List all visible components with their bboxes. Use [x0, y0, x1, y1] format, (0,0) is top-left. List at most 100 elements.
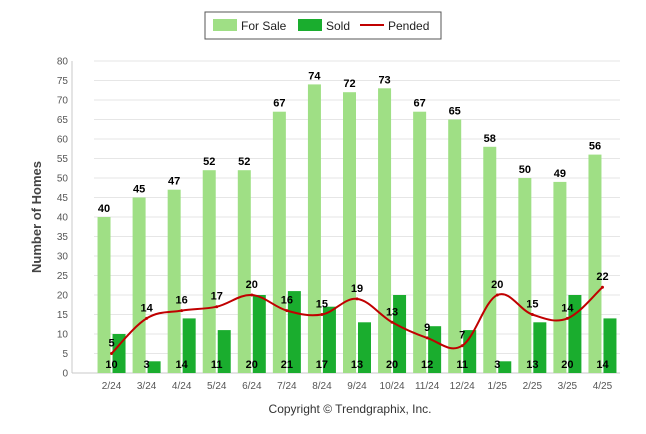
pended-value-label: 14 — [561, 302, 574, 314]
for-sale-value-label: 67 — [273, 98, 285, 110]
copyright-credit: Copyright © Trendgraphix, Inc. — [269, 402, 432, 416]
sold-bar — [603, 318, 617, 373]
pended-value-label: 14 — [140, 302, 153, 314]
sold-value-label: 17 — [316, 359, 328, 371]
y-tick-label: 10 — [57, 330, 69, 341]
y-tick-label: 30 — [57, 252, 69, 263]
pended-point — [145, 316, 149, 320]
sold-value-label: 10 — [105, 359, 117, 371]
sold-value-label: 20 — [246, 359, 258, 371]
legend: For Sale Sold Pended — [204, 11, 442, 40]
for-sale-bar — [553, 181, 567, 373]
for-sale-bar — [588, 154, 602, 373]
y-tick-label: 80 — [57, 57, 69, 68]
for-sale-bar — [483, 146, 497, 373]
sold-bar — [322, 306, 336, 373]
y-tick-label: 70 — [57, 96, 69, 107]
pended-point — [215, 305, 219, 309]
for-sale-value-label: 47 — [168, 176, 180, 188]
for-sale-value-label: 56 — [589, 141, 601, 153]
pended-value-label: 22 — [596, 271, 608, 283]
sold-bar — [112, 334, 126, 373]
sold-bar — [358, 322, 371, 373]
pended-point — [425, 336, 429, 340]
for-sale-value-label: 52 — [203, 156, 215, 168]
sold-bar — [393, 295, 407, 373]
y-tick-label: 15 — [57, 310, 69, 321]
x-tick-label: 10/24 — [380, 381, 405, 392]
pended-value-label: 7 — [459, 330, 465, 342]
for-sale-value-label: 52 — [238, 156, 250, 168]
pended-value-label: 16 — [176, 295, 188, 307]
legend-swatch-for-sale — [213, 19, 237, 31]
pended-point — [320, 313, 324, 316]
pended-value-label: 16 — [281, 295, 293, 307]
y-tick-label: 65 — [57, 115, 69, 126]
for-sale-bar — [167, 189, 181, 373]
pended-value-label: 17 — [211, 291, 223, 303]
y-tick-label: 45 — [57, 193, 69, 204]
pended-point — [495, 293, 499, 297]
pended-value-label: 19 — [351, 283, 363, 295]
pended-point — [600, 285, 604, 289]
for-sale-bar — [237, 170, 251, 373]
x-tick-label: 8/24 — [312, 381, 332, 392]
for-sale-bar — [202, 170, 216, 373]
legend-label-pended: Pended — [388, 19, 429, 33]
legend-swatch-sold — [298, 19, 322, 31]
pended-value-label: 5 — [108, 338, 114, 350]
pended-value-label: 20 — [491, 279, 503, 291]
y-tick-label: 20 — [57, 291, 69, 302]
sold-value-label: 20 — [386, 359, 398, 371]
pended-point — [390, 320, 394, 324]
for-sale-bar — [132, 197, 146, 373]
legend-box — [204, 11, 442, 40]
sold-value-label: 3 — [494, 359, 500, 371]
x-tick-label: 2/24 — [102, 381, 122, 392]
y-tick-label: 40 — [57, 213, 69, 224]
x-tick-label: 4/25 — [593, 381, 613, 392]
for-sale-value-label: 58 — [484, 133, 496, 145]
sold-value-label: 13 — [526, 359, 538, 371]
for-sale-value-label: 67 — [414, 98, 426, 110]
x-tick-label: 7/24 — [277, 381, 297, 392]
pended-point — [565, 316, 569, 320]
sold-value-label: 14 — [596, 359, 609, 371]
pended-point — [250, 293, 254, 297]
legend-label-sold: Sold — [326, 19, 350, 33]
for-sale-bar — [272, 111, 286, 373]
sold-bar — [182, 318, 196, 373]
pended-value-label: 15 — [316, 299, 328, 311]
sold-value-label: 11 — [211, 359, 223, 371]
sold-value-label: 12 — [421, 359, 433, 371]
legend-label-for-sale: For Sale — [241, 19, 287, 33]
for-sale-bar — [97, 217, 111, 373]
for-sale-bar — [448, 119, 462, 373]
for-sale-value-label: 74 — [308, 70, 321, 82]
bars — [97, 84, 617, 374]
x-tick-label: 6/24 — [242, 381, 262, 392]
sold-bar — [533, 322, 547, 373]
y-tick-label: 50 — [57, 174, 69, 185]
for-sale-bar — [343, 92, 356, 373]
y-tick-label: 55 — [57, 154, 69, 165]
for-sale-bar — [307, 84, 321, 374]
for-sale-value-label: 49 — [554, 168, 566, 180]
sold-bar — [428, 326, 442, 373]
pended-point — [180, 309, 184, 313]
sold-value-label: 21 — [281, 359, 293, 371]
pended-value-label: 15 — [526, 299, 538, 311]
pended-point — [285, 309, 289, 313]
for-sale-value-label: 72 — [343, 78, 355, 90]
for-sale-bar — [378, 88, 392, 374]
y-tick-label: 35 — [57, 232, 69, 243]
sold-value-label: 20 — [561, 359, 573, 371]
for-sale-value-label: 65 — [449, 106, 461, 118]
pended-value-label: 20 — [246, 279, 258, 291]
sold-bar — [498, 361, 512, 373]
sold-bar — [147, 361, 161, 373]
pended-point — [460, 344, 464, 348]
